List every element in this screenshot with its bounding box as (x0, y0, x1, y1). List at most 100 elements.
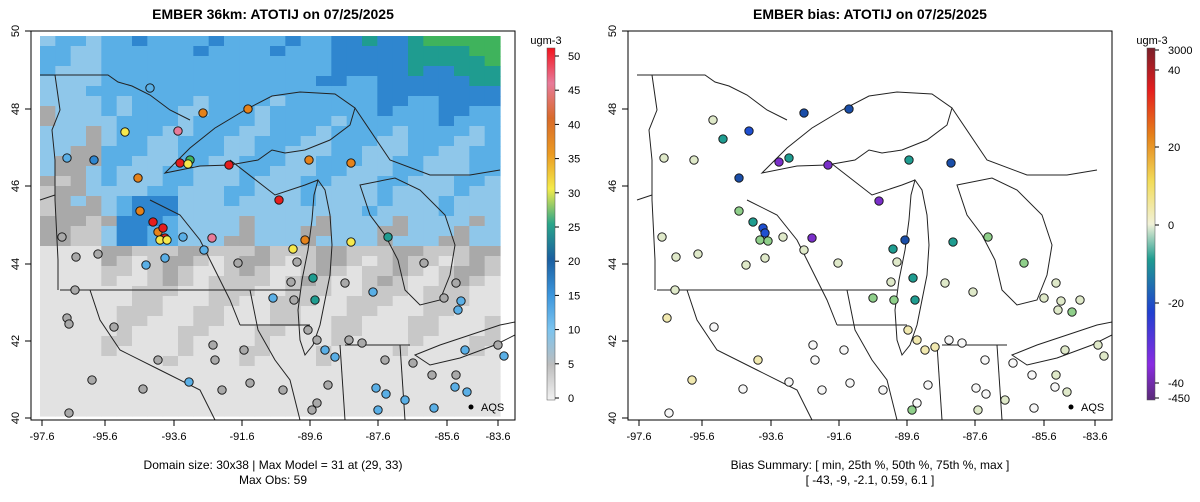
right-stations (657, 104, 1109, 418)
grid-cell (362, 36, 378, 47)
grid-cell (239, 46, 256, 57)
grid-cell (239, 226, 256, 237)
grid-cell (208, 46, 225, 57)
grid-cell (423, 386, 440, 397)
grid-cell (178, 46, 194, 57)
y-tick-label: 50 (10, 25, 22, 37)
grid-cell (178, 276, 194, 287)
grid-cell (208, 66, 225, 77)
grid-cell (285, 116, 302, 127)
grid-cell (101, 146, 118, 157)
station-marker (64, 319, 74, 329)
grid-cell (392, 126, 409, 137)
grid-cell (55, 226, 72, 237)
grid-cell (270, 386, 286, 397)
grid-cell (86, 196, 102, 207)
grid-cell (254, 176, 271, 187)
grid-cell (484, 336, 501, 347)
bias-station-marker (755, 235, 765, 245)
grid-cell (423, 66, 440, 77)
grid-cell (55, 146, 72, 157)
grid-cell (316, 196, 332, 207)
grid-cell (208, 296, 225, 307)
grid-cell (86, 226, 102, 237)
grid-cell (331, 36, 348, 47)
grid-cell (116, 66, 133, 77)
grid-cell (147, 166, 164, 177)
station-marker (148, 217, 158, 227)
grid-cell (484, 356, 501, 367)
grid-cell (362, 366, 378, 377)
grid-cell (254, 406, 271, 417)
bias-station-marker (892, 257, 902, 267)
grid-cell (193, 336, 210, 347)
grid-cell (484, 286, 501, 297)
grid-cell (377, 376, 394, 387)
grid-cell (270, 346, 286, 357)
grid-cell (162, 376, 179, 387)
grid-cell (300, 176, 317, 187)
grid-cell (70, 66, 87, 77)
grid-cell (147, 66, 164, 77)
grid-cell (193, 86, 210, 97)
grid-cell (178, 336, 194, 347)
station-marker (289, 295, 299, 305)
grid-cell (239, 286, 256, 297)
grid-cell (178, 36, 194, 47)
grid-cell (208, 116, 225, 127)
grid-cell (132, 126, 148, 137)
grid-cell (408, 76, 424, 87)
grid-cell (270, 286, 286, 297)
grid-cell (285, 76, 302, 87)
grid-cell (193, 56, 210, 67)
grid-cell (86, 326, 102, 337)
grid-cell (346, 166, 363, 177)
grid-cell (316, 366, 332, 377)
grid-cell (377, 366, 394, 377)
station-marker (62, 153, 72, 163)
bias-station-marker (983, 232, 993, 242)
grid-cell (423, 236, 440, 247)
grid-cell (469, 136, 486, 147)
bias-station-marker (778, 232, 788, 242)
grid-cell (454, 146, 470, 157)
grid-cell (101, 166, 118, 177)
grid-cell (377, 336, 394, 347)
grid-cell (285, 136, 302, 147)
grid-cell (178, 286, 194, 297)
grid-cell (408, 66, 424, 77)
grid-cell (178, 356, 194, 367)
grid-cell (208, 96, 225, 107)
grid-cell (193, 166, 210, 177)
bias-station-marker (1060, 345, 1070, 355)
grid-cell (438, 316, 455, 327)
grid-cell (408, 236, 424, 247)
grid-cell (377, 316, 394, 327)
grid-cell (40, 256, 56, 267)
grid-cell (377, 286, 394, 297)
left-colorbar-ticks: 0 5 10 15 20 25 30 35 40 45 50 (555, 51, 580, 405)
bias-station-marker (907, 405, 917, 415)
grid-cell (285, 206, 302, 217)
grid-cell (362, 246, 378, 257)
grid-cell (132, 396, 148, 407)
grid-cell (178, 346, 194, 357)
grid-cell (331, 306, 348, 317)
grid-cell (178, 266, 194, 277)
grid-cell (300, 116, 317, 127)
grid-cell (362, 186, 378, 197)
grid-cell (270, 246, 286, 257)
grid-cell (423, 296, 440, 307)
grid-cell (285, 376, 302, 387)
grid-cell (55, 166, 72, 177)
bias-station-marker (844, 104, 854, 114)
station-marker (371, 383, 381, 393)
grid-cell (300, 126, 317, 137)
grid-cell (300, 146, 317, 157)
grid-cell (40, 76, 56, 87)
grid-cell (377, 296, 394, 307)
grid-cell (208, 386, 225, 397)
grid-cell (300, 306, 317, 317)
grid-cell (484, 266, 501, 277)
grid-cell (70, 306, 87, 317)
